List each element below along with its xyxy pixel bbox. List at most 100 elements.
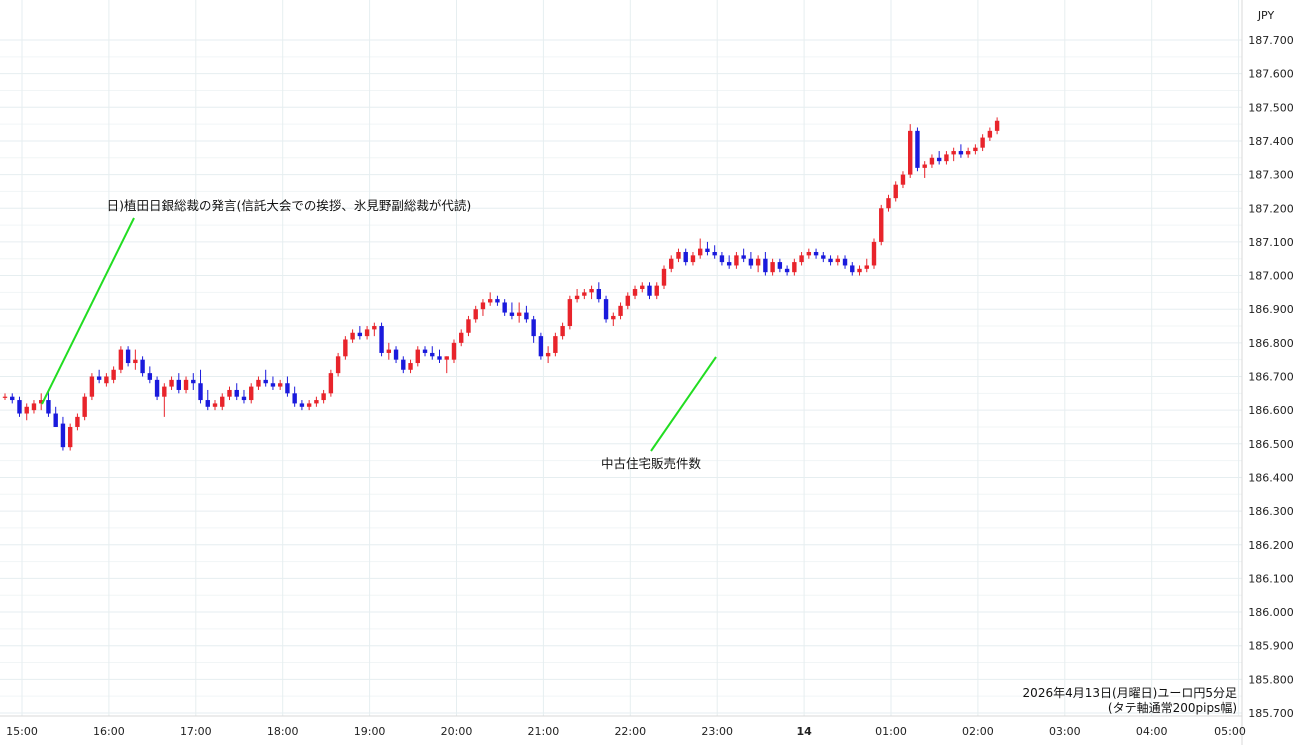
candle [792, 258, 797, 276]
candle-body [321, 393, 326, 401]
candle-body [669, 258, 674, 269]
candle [270, 376, 276, 390]
candle [582, 289, 587, 300]
candle-body [936, 157, 942, 162]
candle [104, 373, 109, 387]
candle-body [2, 396, 8, 398]
y-tick-label: 187.500 [1248, 101, 1294, 114]
candle-body [647, 285, 652, 296]
candle [625, 292, 630, 310]
candle-body [676, 251, 681, 259]
candle-body [191, 379, 196, 384]
candle-body [75, 416, 80, 427]
candle-body [162, 386, 167, 397]
candle [183, 376, 189, 394]
y-tick-label: 186.100 [1248, 572, 1294, 585]
candle [698, 238, 703, 259]
candle-body [364, 329, 370, 337]
candle-body [169, 379, 174, 387]
candle [980, 134, 985, 152]
candle-body [314, 400, 319, 404]
candle-body [755, 258, 761, 266]
candle-body [60, 423, 66, 448]
candle [958, 144, 964, 158]
candle-body [661, 268, 667, 286]
candle-body [958, 151, 964, 155]
candle [357, 326, 363, 340]
candle-body [502, 302, 507, 313]
candle-body [683, 251, 688, 263]
candle [401, 356, 406, 374]
candle [234, 383, 239, 401]
candle [965, 147, 971, 158]
candle-body [249, 386, 254, 401]
candle-body [850, 265, 855, 273]
candle-body [487, 299, 493, 303]
candle [908, 124, 913, 178]
candle [364, 326, 370, 340]
y-tick-label: 187.700 [1248, 34, 1294, 47]
candle-body [553, 336, 558, 353]
candle [162, 383, 167, 417]
y-tick-label: 185.700 [1248, 707, 1294, 720]
candle-body [205, 400, 210, 407]
candle-body [734, 255, 739, 266]
y-tick-label: 185.900 [1248, 640, 1294, 653]
candle-body [133, 359, 138, 364]
candle-body [147, 373, 153, 380]
candle-body [915, 130, 920, 168]
candle [379, 322, 384, 357]
candle [60, 416, 66, 451]
candle-body [176, 379, 181, 390]
candle-body [386, 349, 392, 353]
candle [343, 336, 348, 360]
candle [799, 251, 804, 266]
candle-body [922, 164, 927, 168]
candle [502, 299, 507, 316]
candle-body [285, 383, 290, 394]
x-tick-label: 05:00 [1214, 725, 1246, 738]
candle [864, 258, 869, 273]
y-tick-label: 187.400 [1248, 135, 1294, 148]
candle [654, 282, 659, 300]
candle-body [299, 403, 305, 407]
y-tick-label: 186.600 [1248, 404, 1294, 417]
y-tick-label: 186.400 [1248, 471, 1294, 484]
candle-body [379, 326, 384, 353]
candle [611, 312, 616, 327]
candle [669, 255, 674, 273]
candle [987, 127, 993, 141]
candle-body [574, 295, 580, 300]
y-tick-label: 187.200 [1248, 202, 1294, 215]
candle-body [393, 349, 399, 360]
candle [89, 373, 95, 401]
candle [169, 376, 174, 390]
candle [719, 251, 725, 266]
x-tick-label: 03:00 [1049, 725, 1081, 738]
candle-body [611, 315, 616, 320]
candle [936, 151, 942, 165]
candle-body [466, 319, 471, 333]
candle [386, 342, 392, 360]
candle-body [864, 265, 869, 269]
candle [444, 356, 449, 374]
candle [350, 329, 355, 343]
candle-body [451, 342, 457, 360]
candle-body [24, 406, 29, 414]
annotation-label-2: 中古住宅販売件数 [601, 456, 702, 471]
candle [53, 406, 58, 427]
candle [321, 389, 326, 404]
candle [430, 346, 435, 360]
candle [487, 292, 493, 306]
candle-body [560, 326, 565, 337]
candle [784, 265, 790, 276]
candle [828, 255, 833, 266]
candle-body [154, 379, 160, 397]
candle [212, 400, 218, 411]
candle-body [784, 268, 790, 273]
candle [10, 393, 15, 404]
candle [538, 332, 544, 360]
candle-body [430, 352, 435, 357]
candle [632, 285, 638, 300]
candle-body [690, 255, 696, 263]
